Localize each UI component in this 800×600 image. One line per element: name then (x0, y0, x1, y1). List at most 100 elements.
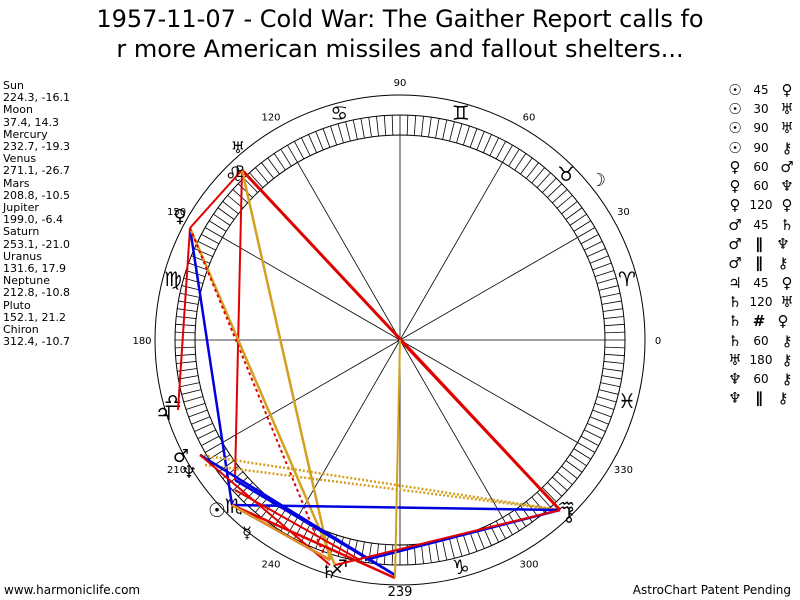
planet-name-neptune: Neptune (3, 274, 51, 288)
aspect-planet-2: ♀ (781, 273, 793, 292)
aspect-planet-2: ♄ (780, 215, 794, 234)
degree-tick (183, 396, 204, 403)
degree-tick (197, 429, 216, 439)
degree-tick (514, 153, 527, 171)
degree-tick (175, 331, 196, 334)
degree-tick (406, 115, 409, 136)
sign-glyph-virgo: ♍ (164, 267, 182, 291)
degree-tick (569, 213, 587, 226)
degree-tick (191, 416, 211, 425)
aspect-line (334, 509, 561, 566)
aspect-planet-2: ♅ (780, 119, 794, 138)
degree-tick (598, 389, 619, 395)
degree-tick (197, 241, 216, 251)
sign-glyph-leo: ♌ (225, 162, 243, 186)
degree-tick (222, 201, 239, 215)
degree-tick (525, 162, 539, 179)
degree-tick (352, 119, 358, 140)
sign-glyph-aquarius: ♒ (557, 494, 575, 518)
aspect-planet-1: ♅ (728, 350, 742, 369)
degree-tick (273, 153, 286, 171)
sign-glyph-aries: ♈ (618, 267, 636, 291)
planet-name-mars: Mars (3, 176, 30, 190)
degree-tick (330, 125, 338, 146)
chart-title-line-2: r more American missiles and fallout she… (116, 35, 684, 63)
degree-tick (601, 300, 622, 305)
degree-tick (602, 308, 623, 312)
degree-tick (556, 195, 573, 209)
aspect-planet-1: ♄ (728, 292, 742, 311)
sign-glyph-cancer: ♋ (330, 101, 348, 125)
degree-tick (565, 460, 583, 473)
degree-tick (322, 128, 331, 148)
aspect-planet-1: ♀ (729, 196, 741, 215)
degree-label-300: 300 (519, 559, 538, 570)
aspect-angle: 45 (753, 217, 769, 232)
degree-tick (552, 189, 568, 204)
degree-tick (204, 442, 223, 453)
degree-tick (604, 323, 625, 327)
degree-tick (594, 402, 615, 410)
degree-tick (584, 429, 603, 439)
degree-tick (185, 402, 206, 410)
planet-glyph-sun: ☉ (208, 498, 226, 522)
degree-label-240: 240 (261, 559, 280, 570)
degree-tick (536, 492, 551, 508)
degree-tick (587, 423, 606, 432)
degree-labels: 0 30 60 90 120 150 180 210 240 300 330 (132, 78, 661, 570)
degree-tick (449, 121, 455, 142)
degree-tick (603, 316, 624, 319)
aspect-row: ♆ 60 ⚷ (724, 369, 800, 388)
planet-glyph-mercury: ☿ (242, 523, 252, 542)
aspect-angle: 60 (753, 372, 769, 387)
degree-tick (596, 277, 617, 284)
aspect-line (399, 339, 561, 511)
aspect-planet-2: ♀ (777, 312, 789, 331)
planet-position-list: Sun 224.3, -16.1 Moon 37.4, 14.3 Mercury… (3, 79, 70, 349)
planet-name-uranus: Uranus (3, 249, 42, 263)
aspect-planet-2: ♆ (780, 177, 794, 196)
degree-tick (580, 234, 599, 245)
planet-coords-venus: 271.1, -26.7 (3, 164, 70, 178)
degree-tick (179, 292, 200, 298)
sign-glyph-taurus: ♉ (557, 162, 575, 186)
planet-coords-chiron: 312.4, -10.7 (3, 335, 70, 349)
aspect-line (394, 339, 401, 579)
aspect-angle: 180 (749, 352, 773, 367)
planet-coords-moon: 37.4, 14.3 (3, 115, 59, 129)
degree-tick (469, 532, 478, 552)
degree-tick (502, 517, 513, 536)
degree-tick (462, 125, 470, 146)
degree-tick (179, 382, 200, 388)
aspect-planet-1: ♆ (728, 389, 742, 408)
sign-glyph-capricorn: ♑ (452, 555, 470, 579)
aspect-line (177, 227, 191, 411)
aspect-planet-1: ♂ (728, 215, 742, 234)
degree-tick (308, 134, 317, 153)
planet-glyph-jupiter: ♃ (155, 401, 173, 425)
degree-tick (604, 346, 625, 349)
degree-tick (573, 220, 592, 232)
degree-tick (280, 148, 292, 167)
aspect-planet-2: ♅ (780, 99, 794, 118)
aspect-line (189, 169, 243, 229)
footer-patent-note: AstroChart Patent Pending (632, 583, 791, 597)
degree-tick (604, 331, 625, 334)
aspect-angle: # (752, 312, 766, 331)
aspect-planet-2: ⚷ (777, 389, 789, 408)
planet-glyph-saturn: ♄ (321, 562, 337, 583)
aspect-planet-1: ♀ (729, 157, 741, 176)
degree-tick (201, 234, 220, 245)
aspect-row: ☉ 90 ⚷ (724, 138, 800, 157)
aspect-planet-1: ♆ (728, 370, 742, 389)
sign-spoke (399, 339, 578, 443)
degree-tick (573, 448, 592, 460)
degree-tick (301, 137, 311, 156)
planet-name-saturn: Saturn (3, 225, 40, 239)
planet-name-venus: Venus (3, 152, 37, 166)
degree-label-0: 0 (655, 336, 661, 347)
aspect-planet-2: ⚷ (781, 331, 793, 350)
degree-tick (602, 368, 623, 372)
sign-glyph-gemini: ♊ (452, 101, 470, 125)
sign-spoke (222, 339, 401, 443)
